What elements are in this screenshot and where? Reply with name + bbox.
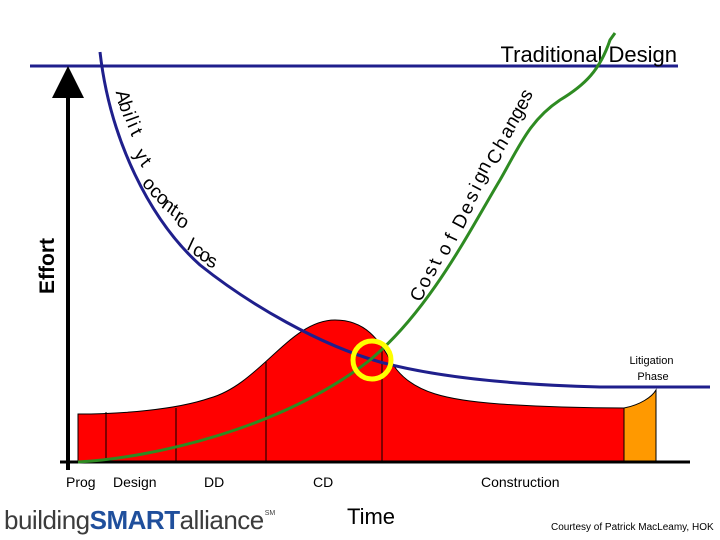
ability-curve xyxy=(98,51,710,389)
phase-label-prog: Prog xyxy=(66,474,96,490)
cost-curve xyxy=(77,32,617,464)
logo-part-building: building xyxy=(4,505,90,535)
logo-service-mark: SM xyxy=(264,510,276,517)
logo-part-smart: SMART xyxy=(89,505,180,535)
ability-curve-label-letter: l xyxy=(121,114,142,125)
ability-curve-label-letter: b xyxy=(114,99,137,115)
cost-curve-label-letter: o xyxy=(433,240,457,258)
highlight-circle xyxy=(350,338,394,382)
phase-label-design: Design xyxy=(113,474,157,490)
ability-curve-label-letter: A xyxy=(111,88,134,105)
litigation-label-line1: Litigation xyxy=(629,355,673,367)
phase-dividers xyxy=(105,345,625,462)
credit-text: Courtesy of Patrick MacLeamy, HOK xyxy=(551,522,714,533)
building-smart-alliance-logo: building SMART alliance SM xyxy=(4,505,275,537)
phase-label-dd: DD xyxy=(204,474,224,490)
litigation-label: Litigation Phase xyxy=(629,355,676,383)
x-axis-label: Time xyxy=(347,504,395,529)
litigation-label-line2: Phase xyxy=(637,371,668,383)
litigation-area xyxy=(623,388,657,463)
cost-curve-label-letter: f xyxy=(441,230,463,244)
effort-area xyxy=(77,319,625,463)
phase-label-construction: Construction xyxy=(481,474,560,490)
ability-curve-label-letter: i xyxy=(118,109,139,120)
y-axis-label: Effort xyxy=(36,238,59,294)
chart-title: Traditional Design xyxy=(501,42,678,67)
cost-curve-label-letter: C xyxy=(407,284,431,304)
logo-part-alliance: alliance xyxy=(179,505,265,535)
phase-label-cd: CD xyxy=(313,474,333,490)
